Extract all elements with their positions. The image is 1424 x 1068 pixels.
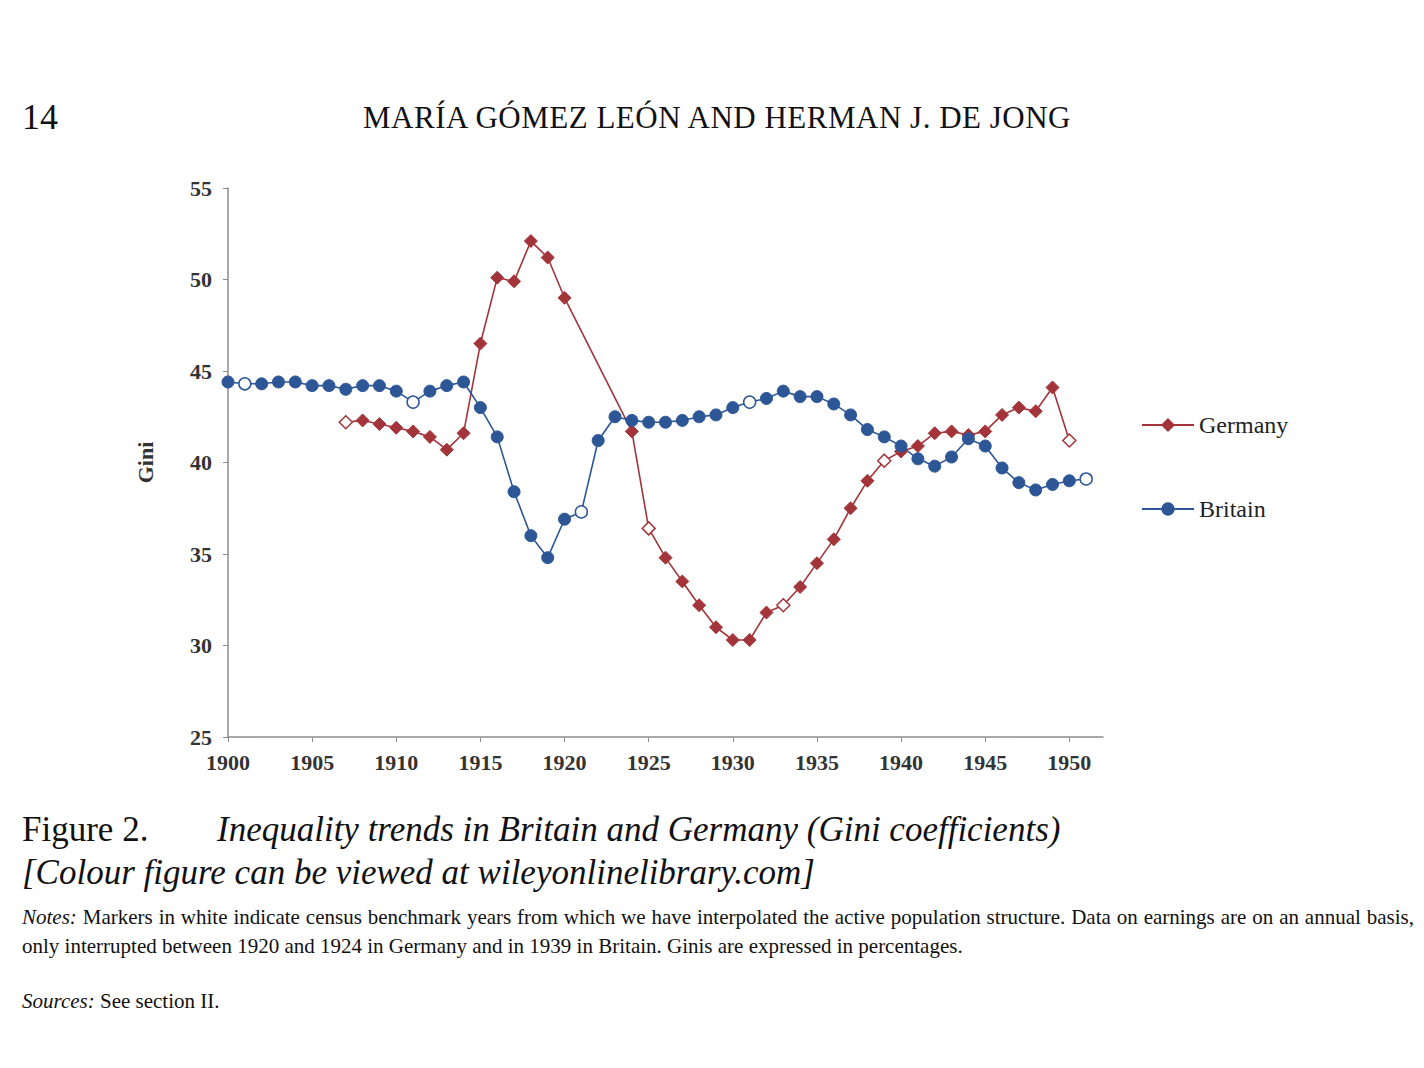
svg-text:1910: 1910 bbox=[374, 750, 418, 775]
svg-text:1900: 1900 bbox=[206, 750, 250, 775]
svg-text:1920: 1920 bbox=[543, 750, 587, 775]
svg-text:1935: 1935 bbox=[795, 750, 839, 775]
svg-text:1915: 1915 bbox=[458, 750, 502, 775]
html-text:14: 14 bbox=[22, 97, 58, 137]
svg-text:Germany: Germany bbox=[1199, 412, 1288, 438]
html-text:MARÍA GÓMEZ LEÓN AND HERMAN J.: MARÍA GÓMEZ LEÓN AND HERMAN J. DE JONG bbox=[363, 100, 1071, 135]
svg-text:30: 30 bbox=[190, 633, 212, 658]
svg-text:1905: 1905 bbox=[290, 750, 334, 775]
svg-text:35: 35 bbox=[190, 542, 212, 567]
svg-text:55: 55 bbox=[190, 176, 212, 201]
svg-text:1925: 1925 bbox=[627, 750, 671, 775]
svg-text:50: 50 bbox=[190, 267, 212, 292]
svg-text:1945: 1945 bbox=[963, 750, 1007, 775]
html-text:Notes: Markers in white indica: Notes: Markers in white indicate census … bbox=[22, 905, 1414, 958]
html-text:Figure 2.: Figure 2. bbox=[22, 810, 149, 849]
html-text:Inequality trends in Britain a: Inequality trends in Britain and Germany… bbox=[217, 810, 1061, 849]
html-text:Sources: See section II.: Sources: See section II. bbox=[22, 989, 220, 1013]
svg-text:1950: 1950 bbox=[1047, 750, 1091, 775]
svg-text:45: 45 bbox=[190, 359, 212, 384]
svg-text:25: 25 bbox=[190, 725, 212, 750]
svg-text:40: 40 bbox=[190, 450, 212, 475]
svg-text:Britain: Britain bbox=[1199, 496, 1266, 522]
svg-text:1940: 1940 bbox=[879, 750, 923, 775]
html-text:[Colour figure can be viewed a: [Colour figure can be viewed at wileyonl… bbox=[22, 853, 815, 892]
svg-text:1930: 1930 bbox=[711, 750, 755, 775]
svg-text:Gini: Gini bbox=[133, 442, 158, 484]
